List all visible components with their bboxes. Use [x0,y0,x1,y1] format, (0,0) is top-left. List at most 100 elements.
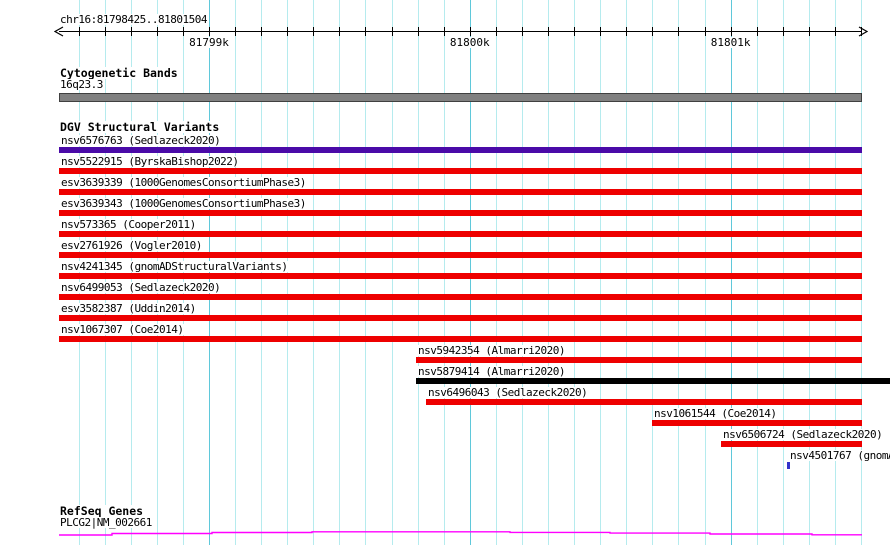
ruler-tick-mark [808,27,810,36]
gridline-minor [574,0,576,545]
ruler-tick-mark [182,27,184,36]
gridline-minor [704,0,706,545]
gridline-minor [78,0,80,545]
ruler-tick-mark [313,27,315,36]
ruler-tick-mark [574,27,576,36]
gridline-minor [130,0,132,545]
gridline-minor [182,0,184,545]
variant-bar[interactable] [59,294,862,300]
variant-label[interactable]: nsv6576763 (Sedlazeck2020) [60,134,222,147]
dgv-track-title: DGV Structural Variants [59,120,221,134]
variant-bar[interactable] [59,147,862,153]
variant-label[interactable]: nsv5522915 (ByrskaBishop2022) [60,155,240,168]
refseq-gene-name-label: PLCG2|NM_002661 [59,516,153,529]
variant-bar[interactable] [59,336,862,342]
ruler-tick-mark [548,27,549,36]
ruler-baseline [59,31,862,32]
gridline-major [730,0,732,545]
ruler-tick-label: 81800k [448,36,491,49]
variant-bar[interactable] [59,252,862,258]
gridline-minor [235,0,236,545]
cytogenetic-band-bar[interactable] [59,93,862,102]
ruler-tick-mark [209,27,210,36]
gridline-minor [443,0,445,545]
gridline-major [469,0,471,545]
gridline-major [209,0,210,545]
gridline-minor [156,0,158,545]
gridline-minor [417,0,419,545]
ruler-tick-mark [261,27,263,36]
ruler-tick-mark [652,27,654,36]
variant-bar[interactable] [426,399,862,405]
gridline-minor [365,0,367,545]
variant-bar[interactable] [59,189,862,195]
ruler-tick-mark [417,27,419,36]
variant-label[interactable]: nsv5942354 (Almarri2020) [417,344,566,357]
gridline-minor [808,0,810,545]
gridline-minor [834,0,836,545]
variant-bar[interactable] [416,357,862,363]
variant-label[interactable]: nsv573365 (Cooper2011) [60,218,197,231]
variant-bar[interactable] [59,168,862,174]
variant-bar[interactable] [721,441,862,447]
gridline-minor [261,0,263,545]
variant-label[interactable]: nsv6499053 (Sedlazeck2020) [60,281,222,294]
gridline-minor [782,0,784,545]
region-label: chr16:81798425..81801504 [59,13,208,26]
ruler-tick-mark [130,27,132,36]
ruler-tick-mark [235,27,236,36]
ruler-tick-mark [678,27,680,36]
variant-label[interactable]: nsv5879414 (Almarri2020) [417,365,566,378]
gridline-minor [521,0,523,545]
variant-label[interactable]: esv3639343 (1000GenomesConsortiumPhase3) [60,197,307,210]
ruler-tick-mark [78,27,80,36]
gridline-minor [495,0,497,545]
variant-bar[interactable] [59,210,862,216]
variant-bar[interactable] [59,231,862,237]
ruler-tick-label: 81799k [188,36,230,49]
ruler-tick-mark [704,27,706,36]
variant-label[interactable]: nsv4241345 (gnomADStructuralVariants) [60,260,289,273]
gridline-minor [104,0,106,545]
variant-bar[interactable] [59,273,862,279]
variant-label[interactable]: nsv1061544 (Coe2014) [653,407,778,420]
ruler-tick-mark [834,27,836,36]
ruler-tick-mark [600,27,602,36]
ruler-tick-label: 81801k [709,36,752,49]
gridline-minor [600,0,602,545]
variant-label[interactable]: nsv1067307 (Coe2014) [60,323,185,336]
ruler-tick-mark [521,27,523,36]
variant-label[interactable]: nsv6506724 (Sedlazeck2020) [722,428,884,441]
ruler-left-arrow-icon [54,26,64,37]
refseq-track-title: RefSeq Genes [59,504,145,518]
gridline-minor [313,0,315,545]
gridline-minor [391,0,393,545]
ruler-tick-mark [782,27,784,36]
ruler-tick-mark [861,27,862,36]
variant-bar[interactable] [652,420,862,426]
cytobands-track-title: Cytogenetic Bands [59,66,179,80]
variant-bar[interactable] [416,378,890,384]
ruler-tick-mark [730,27,732,36]
ruler-tick-mark [287,27,289,36]
variant-label[interactable]: nsv4501767 (gnomA [789,450,890,461]
ruler-tick-mark [339,27,341,36]
variant-label[interactable]: esv3582387 (Uddin2014) [60,302,197,315]
ruler-tick-mark [443,27,445,36]
variant-bar[interactable] [59,315,862,321]
gridline-minor [652,0,654,545]
variant-label[interactable]: nsv6496043 (Sedlazeck2020) [427,386,589,399]
variant-label[interactable]: esv2761926 (Vogler2010) [60,239,203,252]
ruler-tick-mark [756,27,758,36]
gridline-minor [678,0,680,545]
ruler-tick-mark [104,27,106,36]
gridline-minor [861,0,862,545]
ruler-tick-mark [391,27,393,36]
variant-insertion-tick[interactable] [787,462,790,469]
ruler-tick-mark [156,27,158,36]
gridline-minor [548,0,549,545]
ruler-tick-mark [495,27,497,36]
variant-label[interactable]: esv3639339 (1000GenomesConsortiumPhase3) [60,176,307,189]
